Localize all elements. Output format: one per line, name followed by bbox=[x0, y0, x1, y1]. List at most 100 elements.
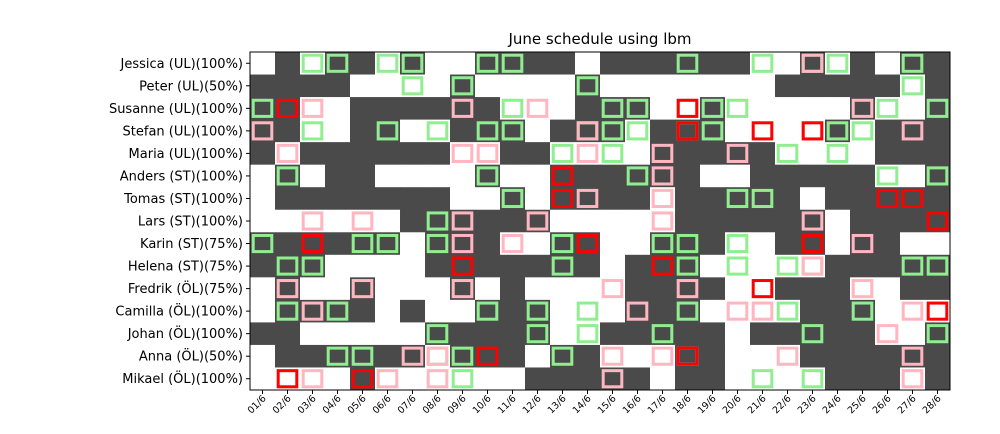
heatmap-cell bbox=[425, 164, 451, 188]
heatmap-cell bbox=[425, 344, 451, 368]
heatmap-cell bbox=[800, 74, 826, 98]
heatmap-cell bbox=[350, 277, 376, 301]
y-tick-label: Susanne (UL)(100%) bbox=[109, 102, 243, 117]
x-tick-label: 17/6 bbox=[646, 393, 669, 416]
pink-marker bbox=[376, 369, 399, 389]
heatmap-cell bbox=[275, 254, 301, 278]
heatmap-cell bbox=[350, 74, 376, 98]
heatmap-cell bbox=[525, 52, 551, 75]
heatmap-cell bbox=[275, 74, 301, 98]
heatmap-cell bbox=[725, 209, 751, 233]
pink-marker bbox=[601, 346, 624, 366]
heatmap-cell bbox=[875, 322, 901, 346]
heatmap-cell bbox=[900, 322, 926, 346]
heatmap-cell bbox=[300, 164, 326, 188]
red-marker bbox=[876, 188, 899, 209]
heatmap-cell bbox=[275, 299, 301, 323]
pink-marker bbox=[901, 369, 924, 389]
heatmap-cell bbox=[675, 322, 701, 346]
heatmap-cell bbox=[825, 209, 851, 233]
x-tick-label: 18/6 bbox=[671, 393, 694, 416]
heatmap-cell bbox=[500, 119, 526, 143]
heatmap-cell bbox=[775, 277, 801, 301]
heatmap-cell bbox=[575, 97, 601, 120]
y-tick-label: Peter (UL)(50%) bbox=[139, 79, 243, 94]
heatmap-cell bbox=[925, 187, 951, 211]
heatmap-cell bbox=[775, 74, 801, 98]
pink-marker bbox=[651, 166, 674, 186]
heatmap-cell bbox=[625, 119, 651, 143]
green-marker bbox=[776, 301, 799, 321]
green-marker bbox=[501, 98, 524, 118]
pink-marker bbox=[601, 279, 624, 299]
x-tick-label: 19/6 bbox=[696, 393, 719, 416]
red-marker bbox=[276, 369, 299, 389]
green-marker bbox=[751, 188, 774, 209]
green-marker bbox=[776, 143, 799, 163]
heatmap-cell bbox=[925, 164, 951, 188]
heatmap-cell bbox=[900, 119, 926, 143]
heatmap-cell bbox=[775, 164, 801, 188]
heatmap-cell bbox=[875, 187, 901, 211]
pink-marker bbox=[726, 143, 749, 163]
heatmap-cell bbox=[300, 254, 326, 278]
heatmap-cell bbox=[300, 209, 326, 233]
heatmap-cell bbox=[425, 52, 451, 75]
heatmap-cell bbox=[375, 119, 401, 143]
heatmap-cell bbox=[875, 119, 901, 143]
heatmap-cell bbox=[850, 164, 876, 188]
heatmap-cell bbox=[850, 299, 876, 323]
heatmap-cell bbox=[550, 299, 576, 323]
heatmap-cell bbox=[675, 97, 701, 120]
heatmap-cell bbox=[875, 254, 901, 278]
red-marker bbox=[451, 256, 474, 276]
heatmap-cell bbox=[650, 74, 676, 98]
heatmap-cell bbox=[800, 97, 826, 120]
green-marker bbox=[301, 256, 324, 276]
heatmap-cell bbox=[500, 344, 526, 368]
heatmap-cell bbox=[600, 299, 626, 323]
heatmap-cell bbox=[925, 299, 951, 323]
x-tick-label: 06/6 bbox=[371, 393, 394, 416]
x-tick-label: 25/6 bbox=[846, 393, 869, 416]
heatmap-cell bbox=[875, 209, 901, 233]
heatmap-cell bbox=[250, 97, 276, 120]
heatmap-cell bbox=[775, 187, 801, 211]
heatmap-cell bbox=[350, 254, 376, 278]
green-marker bbox=[676, 256, 699, 276]
x-tick-label: 03/6 bbox=[296, 393, 319, 416]
x-tick-label: 12/6 bbox=[521, 393, 544, 416]
heatmap-cell bbox=[925, 344, 951, 368]
green-marker bbox=[476, 121, 499, 141]
pink-marker bbox=[726, 301, 749, 321]
heatmap-cell bbox=[900, 164, 926, 188]
heatmap-cell bbox=[325, 187, 351, 211]
heatmap-cell bbox=[475, 367, 501, 391]
green-marker bbox=[626, 166, 649, 186]
green-marker bbox=[826, 143, 849, 163]
heatmap-cell bbox=[350, 52, 376, 75]
heatmap-cell bbox=[425, 142, 451, 166]
green-marker bbox=[626, 98, 649, 118]
heatmap-cell bbox=[475, 52, 501, 75]
green-marker bbox=[601, 98, 624, 118]
heatmap-cell bbox=[600, 232, 626, 256]
green-marker bbox=[926, 166, 949, 186]
heatmap-cell bbox=[800, 344, 826, 368]
x-tick-label: 22/6 bbox=[771, 393, 794, 416]
heatmap-cell bbox=[475, 254, 501, 278]
heatmap-cell bbox=[475, 299, 501, 323]
green-marker bbox=[551, 233, 574, 254]
heatmap-cell bbox=[450, 119, 476, 143]
heatmap-cell bbox=[600, 164, 626, 188]
heatmap-cell bbox=[725, 142, 751, 166]
heatmap-cell bbox=[875, 277, 901, 301]
heatmap-cell bbox=[400, 254, 426, 278]
red-marker bbox=[926, 301, 949, 321]
heatmap-cell bbox=[550, 97, 576, 120]
heatmap-cell bbox=[900, 209, 926, 233]
pink-marker bbox=[451, 279, 474, 299]
y-tick-label: Johan (ÖL)(100%) bbox=[127, 325, 243, 342]
heatmap-cell bbox=[900, 232, 926, 256]
heatmap-cell bbox=[550, 142, 576, 166]
